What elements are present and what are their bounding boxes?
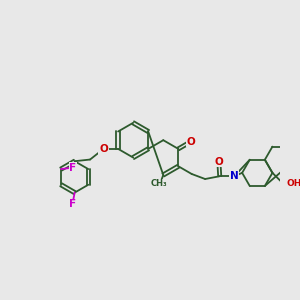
Text: F: F — [69, 163, 76, 173]
Text: CH₃: CH₃ — [151, 179, 167, 188]
Text: O: O — [99, 144, 108, 154]
Text: O: O — [214, 157, 223, 166]
Text: OH: OH — [286, 179, 300, 188]
Text: F: F — [69, 200, 76, 209]
Text: N: N — [230, 171, 239, 181]
Text: O: O — [187, 136, 195, 147]
